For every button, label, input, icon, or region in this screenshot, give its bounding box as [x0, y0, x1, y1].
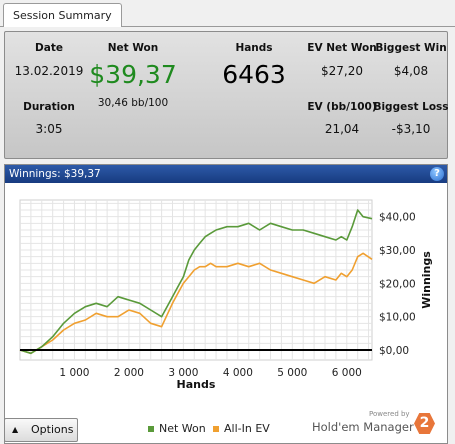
biggest-win-value: $4,08: [393, 64, 429, 78]
legend-all-in-ev: All-In EV: [213, 422, 270, 435]
y-tick-label: $10,00: [379, 312, 416, 324]
series-line: [19, 209, 373, 355]
hm2-logo: 2: [414, 413, 435, 434]
hands-label: Hands: [235, 42, 273, 54]
legend-net-won: Net Won: [148, 422, 206, 435]
x-axis-label: Hands: [177, 378, 216, 391]
plot-area: [19, 199, 373, 361]
graph-title: Winnings: $39,37: [9, 168, 101, 180]
legend-net-won-swatch: [148, 426, 154, 432]
x-tick-label: 2 000: [114, 367, 144, 379]
x-tick-label: 6 000: [332, 367, 362, 379]
tab-strip: Session Summary: [0, 0, 455, 27]
legend-all-in-ev-label: All-In EV: [224, 422, 270, 435]
summary-panel: Date 13.02.2019 Duration 3:05 Net Won $3…: [4, 31, 449, 159]
brand-name: Hold'em Manager: [312, 420, 414, 434]
y-tick-label: $20,00: [379, 278, 416, 290]
biggest-loss-label: Biggest Loss: [373, 101, 449, 113]
y-axis-label: Winnings: [420, 251, 433, 309]
legend-all-in-ev-swatch: [213, 426, 219, 432]
ev-netwon-label: EV Net Won: [307, 42, 377, 54]
y-tick-label: $0,00: [379, 345, 409, 357]
biggest-win-label: Biggest Win: [375, 42, 447, 54]
ev-netwon-value: $27,20: [321, 64, 363, 78]
biggest-loss-value: -$3,10: [391, 122, 431, 136]
powered-by-text: Powered by: [369, 410, 410, 418]
netwon-label: Net Won: [107, 42, 159, 54]
y-tick-label: $40,00: [379, 212, 416, 224]
duration-label: Duration: [23, 101, 75, 113]
question-icon[interactable]: ?: [430, 167, 444, 181]
x-tick-label: 1 000: [59, 367, 89, 379]
date-value: 13.02.2019: [14, 64, 84, 78]
netwon-value: $39,37: [89, 60, 177, 89]
series-line: [19, 252, 373, 355]
hands-value: 6463: [222, 60, 286, 89]
netwon-bb-value: 30,46 bb/100: [97, 97, 169, 109]
y-tick-label: $30,00: [379, 245, 416, 257]
x-tick-label: 4 000: [223, 367, 253, 379]
date-label: Date: [35, 42, 63, 54]
options-button[interactable]: ▲ Options: [4, 418, 78, 442]
duration-value: 3:05: [35, 122, 63, 136]
legend-net-won-label: Net Won: [159, 422, 206, 435]
ev-bb-label: EV (bb/100): [307, 101, 377, 113]
ev-bb-value: 21,04: [324, 122, 360, 136]
triangle-up-icon: ▲: [12, 425, 19, 434]
options-label: Options: [31, 423, 74, 436]
tab-session-summary[interactable]: Session Summary: [3, 3, 122, 27]
graph-title-bar: Winnings: $39,37 ?: [5, 165, 447, 183]
x-tick-label: 3 000: [168, 367, 198, 379]
x-tick-label: 5 000: [277, 367, 307, 379]
